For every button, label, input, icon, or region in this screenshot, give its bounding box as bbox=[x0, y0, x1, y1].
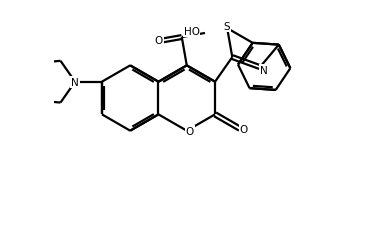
Text: O: O bbox=[155, 36, 163, 46]
Text: S: S bbox=[224, 22, 230, 32]
Text: O: O bbox=[239, 124, 248, 134]
Text: HO: HO bbox=[184, 27, 200, 37]
Text: N: N bbox=[260, 66, 267, 76]
Text: N: N bbox=[71, 77, 79, 87]
Text: O: O bbox=[186, 126, 194, 136]
